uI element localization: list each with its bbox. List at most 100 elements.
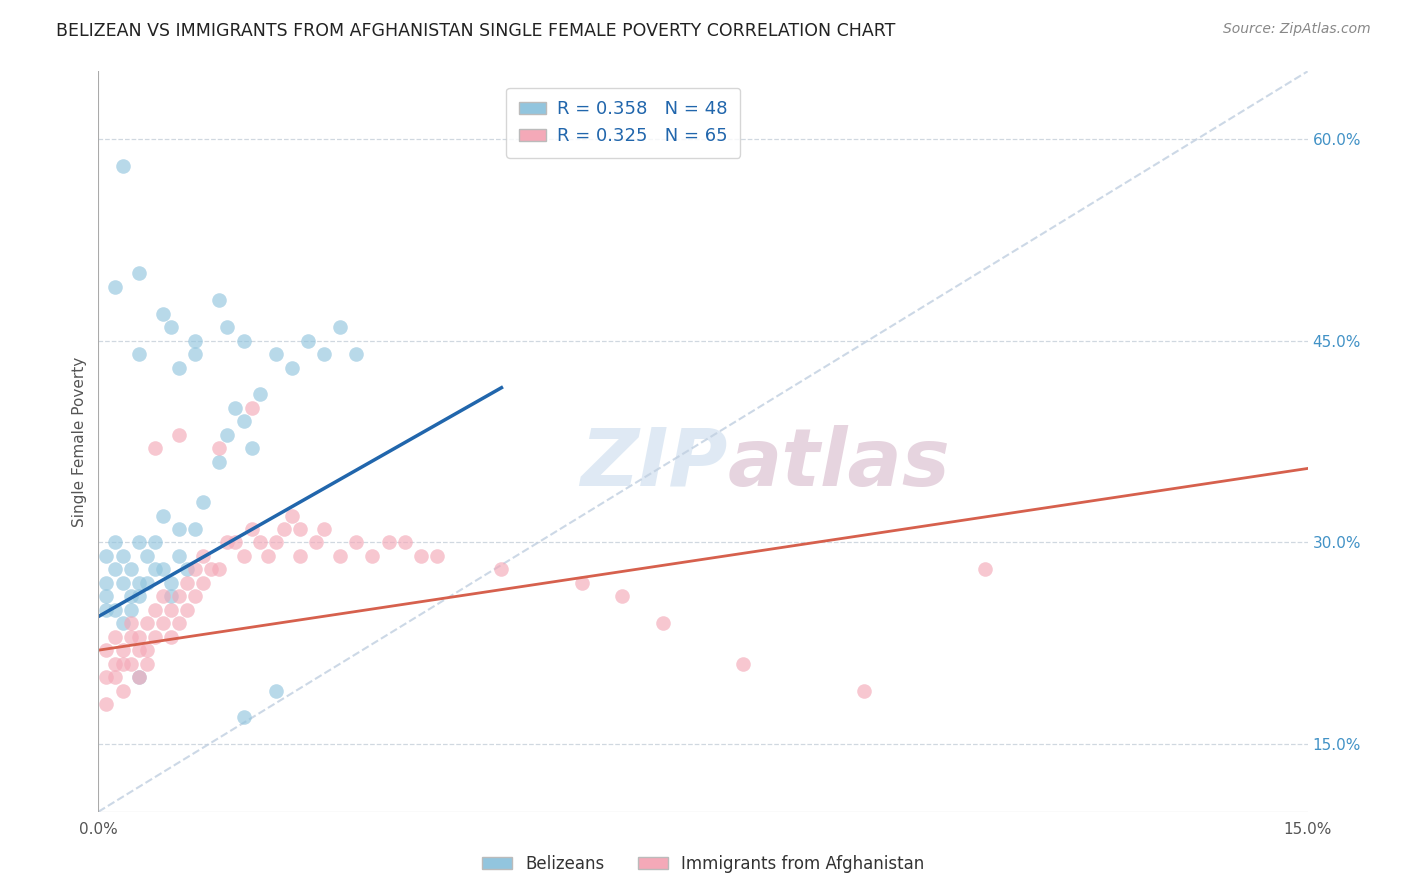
Point bbox=[96, 670, 118, 684]
Point bbox=[167, 360, 190, 375]
Point bbox=[288, 522, 311, 536]
Point bbox=[152, 508, 174, 523]
Point bbox=[305, 535, 328, 549]
Point bbox=[224, 535, 246, 549]
Point bbox=[96, 590, 118, 604]
Point bbox=[135, 643, 157, 657]
Point bbox=[111, 549, 134, 563]
Point bbox=[193, 549, 215, 563]
Point bbox=[217, 320, 239, 334]
Point bbox=[128, 535, 150, 549]
Point bbox=[208, 562, 231, 576]
Point bbox=[184, 334, 207, 348]
Point bbox=[232, 414, 254, 428]
Point bbox=[120, 657, 142, 671]
Point bbox=[120, 630, 142, 644]
Point bbox=[167, 616, 190, 631]
Point bbox=[128, 575, 150, 590]
Point bbox=[208, 455, 231, 469]
Point bbox=[264, 535, 287, 549]
Point bbox=[491, 562, 513, 576]
Point bbox=[120, 590, 142, 604]
Point bbox=[409, 549, 432, 563]
Point bbox=[135, 549, 157, 563]
Point bbox=[103, 562, 125, 576]
Point bbox=[128, 670, 150, 684]
Point bbox=[111, 575, 134, 590]
Point bbox=[240, 442, 263, 456]
Point bbox=[344, 535, 367, 549]
Point bbox=[361, 549, 384, 563]
Point bbox=[143, 442, 166, 456]
Point bbox=[232, 334, 254, 348]
Point bbox=[232, 549, 254, 563]
Point bbox=[281, 508, 304, 523]
Point bbox=[128, 347, 150, 361]
Point bbox=[143, 603, 166, 617]
Point bbox=[193, 575, 215, 590]
Point bbox=[208, 293, 231, 308]
Point bbox=[135, 616, 157, 631]
Text: atlas: atlas bbox=[727, 425, 950, 503]
Point bbox=[256, 549, 278, 563]
Point bbox=[103, 279, 125, 293]
Point bbox=[152, 590, 174, 604]
Point bbox=[120, 616, 142, 631]
Point bbox=[143, 630, 166, 644]
Text: BELIZEAN VS IMMIGRANTS FROM AFGHANISTAN SINGLE FEMALE POVERTY CORRELATION CHART: BELIZEAN VS IMMIGRANTS FROM AFGHANISTAN … bbox=[56, 22, 896, 40]
Point bbox=[135, 575, 157, 590]
Point bbox=[184, 522, 207, 536]
Point bbox=[103, 535, 125, 549]
Point bbox=[167, 590, 190, 604]
Point bbox=[143, 562, 166, 576]
Point bbox=[240, 522, 263, 536]
Point bbox=[426, 549, 449, 563]
Point bbox=[120, 562, 142, 576]
Point bbox=[612, 590, 634, 604]
Point bbox=[394, 535, 416, 549]
Point bbox=[167, 549, 190, 563]
Point bbox=[128, 670, 150, 684]
Point bbox=[160, 575, 183, 590]
Point bbox=[571, 575, 593, 590]
Point bbox=[160, 630, 183, 644]
Point bbox=[297, 334, 319, 348]
Point bbox=[111, 657, 134, 671]
Point bbox=[288, 549, 311, 563]
Point bbox=[176, 603, 198, 617]
Point bbox=[853, 683, 876, 698]
Point bbox=[217, 427, 239, 442]
Point bbox=[160, 603, 183, 617]
Point bbox=[217, 535, 239, 549]
Point bbox=[160, 320, 183, 334]
Point bbox=[200, 562, 222, 576]
Point bbox=[193, 495, 215, 509]
Point bbox=[314, 522, 336, 536]
Point bbox=[120, 603, 142, 617]
Point bbox=[103, 657, 125, 671]
Point bbox=[160, 590, 183, 604]
Point bbox=[184, 562, 207, 576]
Point bbox=[184, 590, 207, 604]
Point bbox=[96, 549, 118, 563]
Point bbox=[240, 401, 263, 415]
Point bbox=[96, 643, 118, 657]
Legend: R = 0.358   N = 48, R = 0.325   N = 65: R = 0.358 N = 48, R = 0.325 N = 65 bbox=[506, 87, 741, 158]
Point bbox=[103, 670, 125, 684]
Legend: Belizeans, Immigrants from Afghanistan: Belizeans, Immigrants from Afghanistan bbox=[475, 848, 931, 880]
Point bbox=[281, 360, 304, 375]
Point bbox=[167, 427, 190, 442]
Point bbox=[152, 307, 174, 321]
Point bbox=[184, 347, 207, 361]
Point bbox=[264, 347, 287, 361]
Point bbox=[96, 603, 118, 617]
Point bbox=[96, 575, 118, 590]
Point bbox=[974, 562, 997, 576]
Point bbox=[176, 575, 198, 590]
Point bbox=[152, 616, 174, 631]
Point bbox=[103, 630, 125, 644]
Point bbox=[264, 683, 287, 698]
Point bbox=[103, 603, 125, 617]
Point bbox=[135, 657, 157, 671]
Text: ZIP: ZIP bbox=[579, 425, 727, 503]
